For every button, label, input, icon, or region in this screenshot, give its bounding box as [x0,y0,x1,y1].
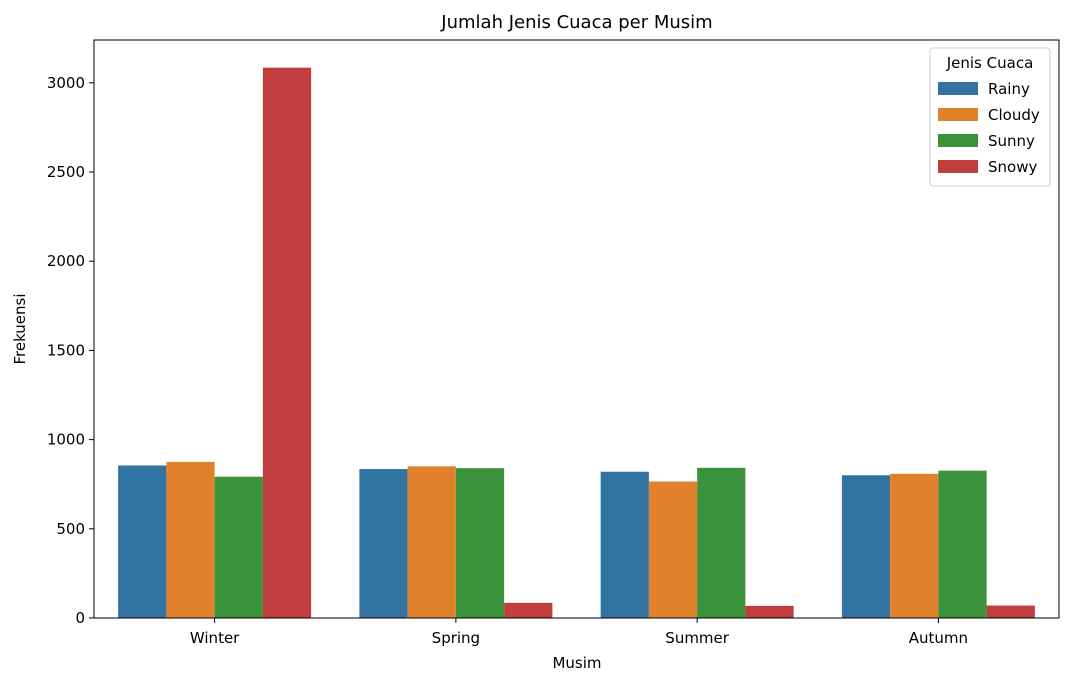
legend-swatch-sunny [938,134,978,147]
legend-label-sunny: Sunny [988,132,1035,150]
legend-swatch-rainy [938,82,978,95]
bar-snowy-summer [745,605,794,618]
legend: Jenis Cuaca Rainy Cloudy Sunny Snowy [929,47,1051,187]
legend-label-rainy: Rainy [988,80,1030,98]
y-tick-label: 1000 [47,431,85,449]
legend-swatch-snowy [938,160,978,173]
bar-cloudy-autumn [890,473,939,618]
bar-sunny-summer [697,467,746,618]
legend-swatch-cloudy [938,108,978,121]
y-tick-label: 1500 [47,341,85,359]
bar-snowy-autumn [986,605,1035,618]
bar-snowy-winter [262,67,312,618]
plot-frame [93,39,1060,619]
y-axis: 0 500 1000 1500 2000 2500 3000 [47,74,94,627]
bar-cloudy-spring [407,466,456,618]
chart-title: Jumlah Jenis Cuaca per Musim [440,12,712,33]
bar-sunny-winter [214,476,263,618]
bar-rainy-autumn [841,475,891,618]
bar-cloudy-summer [648,481,698,618]
bar-rainy-summer [600,471,649,618]
x-tick-label: Spring [432,629,480,647]
y-tick-label: 2500 [47,163,85,181]
x-tick-label: Autumn [909,629,968,647]
x-tick-label: Summer [665,629,729,647]
x-axis: Winter Spring Summer Autumn [190,618,968,647]
bars-layer [118,67,1035,618]
y-tick-label: 0 [75,609,85,627]
legend-title: Jenis Cuaca [946,54,1034,72]
y-tick-label: 2000 [47,252,85,270]
bar-cloudy-winter [166,461,215,618]
bar-rainy-winter [118,465,167,618]
x-axis-label: Musim [552,654,601,672]
legend-label-cloudy: Cloudy [988,106,1040,124]
bar-rainy-spring [359,469,408,618]
y-tick-label: 3000 [47,74,85,92]
y-axis-label: Frekuensi [11,293,29,364]
legend-label-snowy: Snowy [988,158,1037,176]
y-tick-label: 500 [56,520,85,538]
bar-sunny-spring [455,468,505,618]
bar-sunny-autumn [938,470,987,618]
x-tick-label: Winter [190,629,240,647]
bar-snowy-spring [504,602,553,618]
